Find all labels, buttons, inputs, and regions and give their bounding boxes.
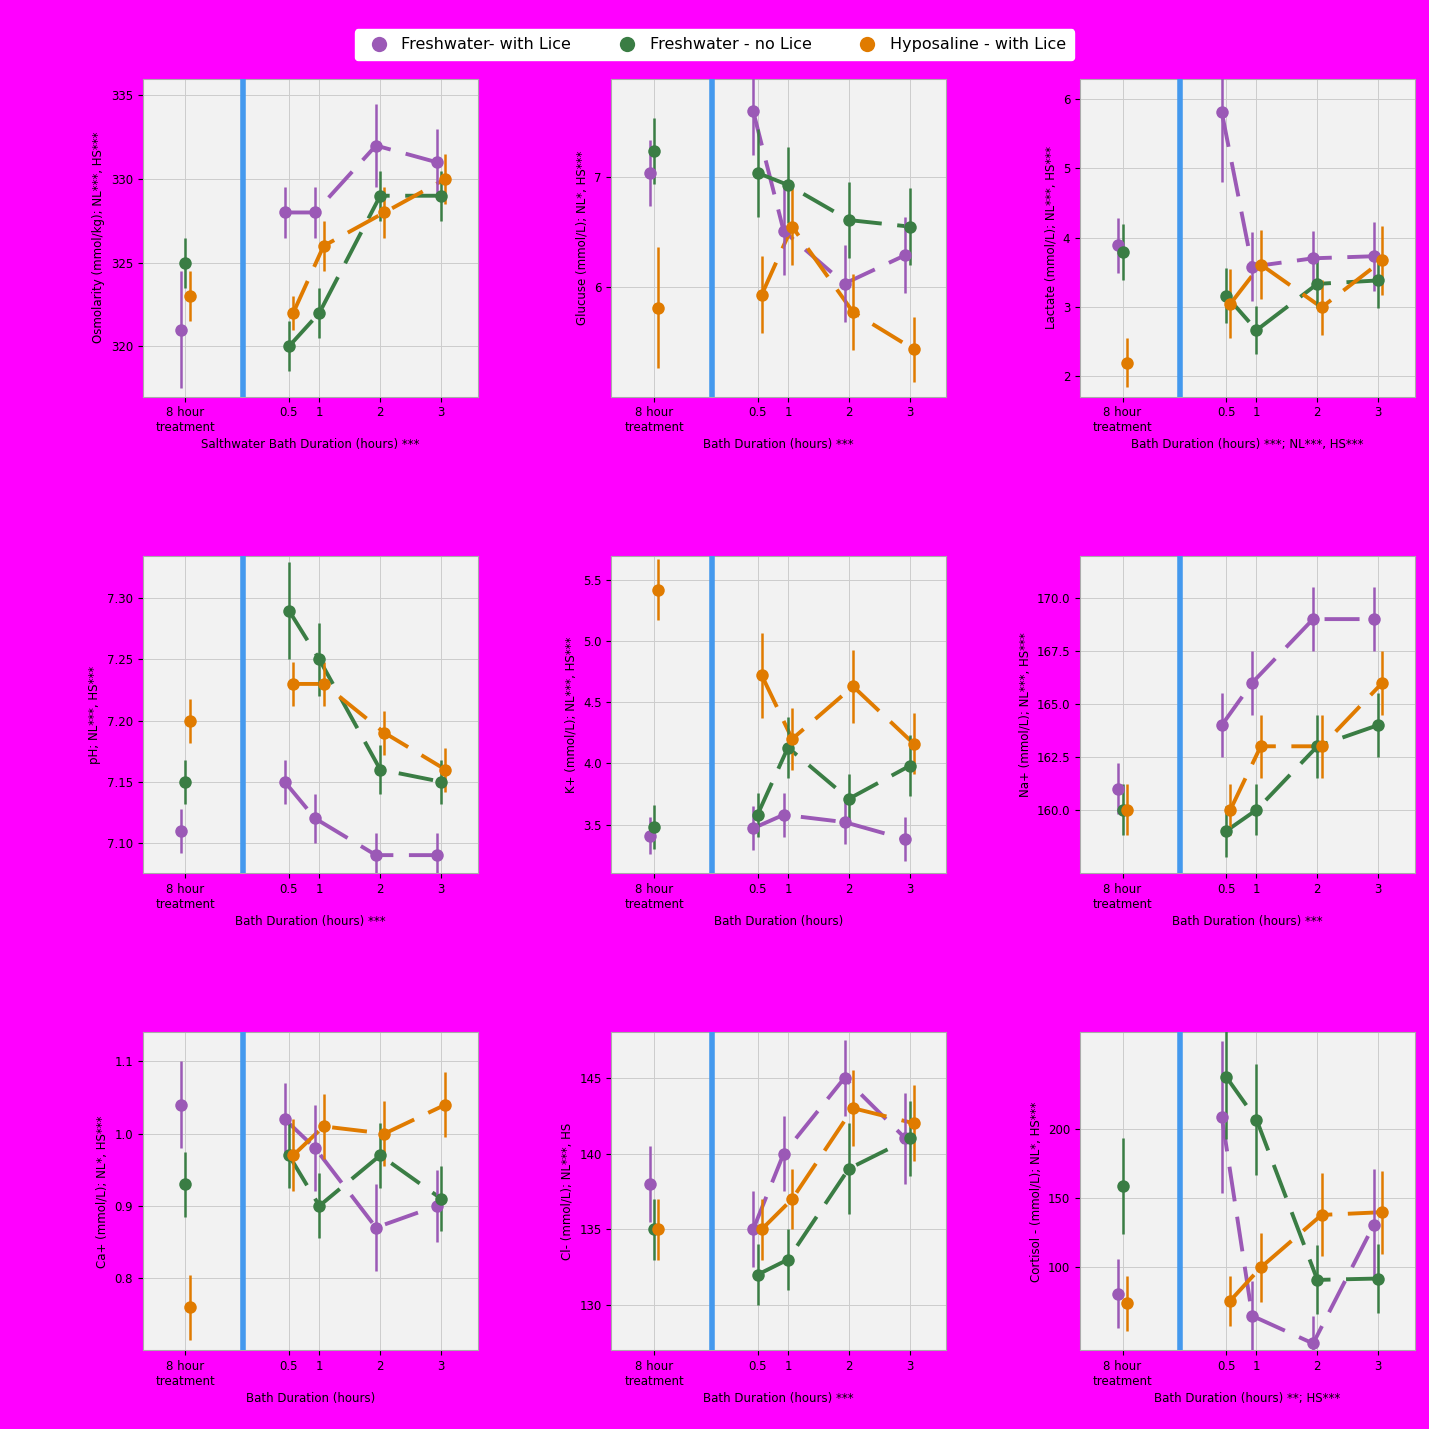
Legend: Freshwater- with Lice, Freshwater - no Lice, Hyposaline - with Lice: Freshwater- with Lice, Freshwater - no L… bbox=[356, 30, 1073, 60]
X-axis label: Bath Duration (hours) ***: Bath Duration (hours) *** bbox=[1172, 916, 1323, 929]
X-axis label: Bath Duration (hours) ***: Bath Duration (hours) *** bbox=[703, 439, 855, 452]
Y-axis label: Lactate (mmol/L); NL***, HS***: Lactate (mmol/L); NL***, HS*** bbox=[1045, 146, 1057, 329]
Y-axis label: Cl- (mmol/L); NL***, HS: Cl- (mmol/L); NL***, HS bbox=[560, 1123, 574, 1260]
Y-axis label: Glucuse (mmol/L); NL*, HS***: Glucuse (mmol/L); NL*, HS*** bbox=[576, 150, 589, 324]
Y-axis label: pH; NL***, HS***: pH; NL***, HS*** bbox=[89, 666, 101, 763]
Y-axis label: Na+ (mmol/L); NL***, HS***: Na+ (mmol/L); NL***, HS*** bbox=[1017, 632, 1032, 797]
X-axis label: Bath Duration (hours) ***; NL***, HS***: Bath Duration (hours) ***; NL***, HS*** bbox=[1132, 439, 1363, 452]
X-axis label: Salthwater Bath Duration (hours) ***: Salthwater Bath Duration (hours) *** bbox=[201, 439, 420, 452]
X-axis label: Bath Duration (hours) ***: Bath Duration (hours) *** bbox=[703, 1392, 855, 1405]
Y-axis label: Ca+ (mmol/L); NL*, HS***: Ca+ (mmol/L); NL*, HS*** bbox=[96, 1115, 109, 1268]
Y-axis label: Cortisol - (mmol/L); NL*, HS***: Cortisol - (mmol/L); NL*, HS*** bbox=[1029, 1102, 1043, 1282]
X-axis label: Bath Duration (hours): Bath Duration (hours) bbox=[714, 916, 843, 929]
Y-axis label: K+ (mmol/L); NL***, HS***: K+ (mmol/L); NL***, HS*** bbox=[564, 636, 577, 793]
X-axis label: Bath Duration (hours) **; HS***: Bath Duration (hours) **; HS*** bbox=[1155, 1392, 1340, 1405]
X-axis label: Bath Duration (hours) ***: Bath Duration (hours) *** bbox=[234, 916, 386, 929]
Y-axis label: Osmolarity (mmol/kg); NL***, HS***: Osmolarity (mmol/kg); NL***, HS*** bbox=[93, 131, 106, 343]
X-axis label: Bath Duration (hours): Bath Duration (hours) bbox=[246, 1392, 374, 1405]
